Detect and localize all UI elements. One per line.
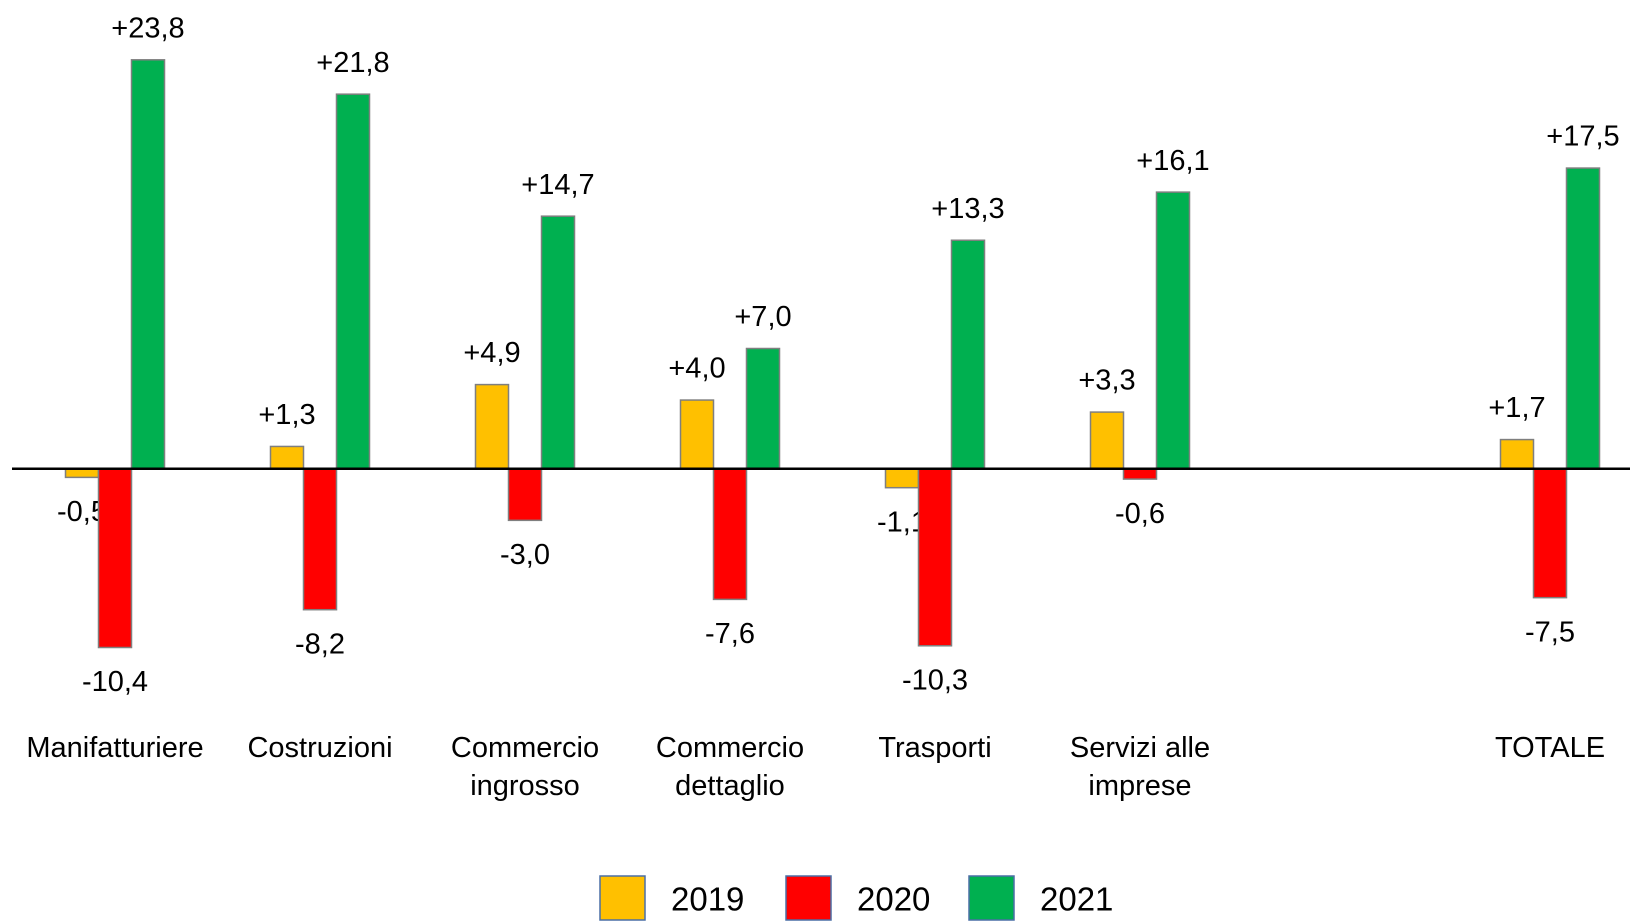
x-tick-label: Costruzioni [247,732,393,764]
bar [335,93,371,470]
bar [130,59,166,470]
data-label: +4,9 [463,337,520,369]
data-label: +13,3 [931,193,1004,225]
bar [1565,167,1601,470]
x-tick-label: Manifatturiere [26,732,204,764]
bar [97,468,133,649]
data-label: -0,6 [1115,498,1165,530]
bar [950,239,986,470]
data-label: -10,4 [82,666,148,698]
x-tick-label: Trasporti [878,732,992,764]
bar [269,445,305,470]
data-label: +14,7 [521,169,594,201]
data-label: -3,0 [500,539,550,571]
data-label: +1,7 [1488,392,1545,424]
legend-swatch [599,875,646,921]
data-label: -8,2 [295,628,345,660]
data-label: +4,0 [668,353,725,385]
bar [679,399,715,470]
data-label: +3,3 [1078,365,1135,397]
x-tick-label: Commercio dettaglio [655,732,805,802]
bar [884,468,920,489]
x-tick-label: TOTALE [1494,732,1606,764]
bar [917,468,953,647]
x-tick-label: Commercio ingrosso [450,732,600,802]
data-label: +23,8 [111,12,184,44]
data-label: +21,8 [316,47,389,79]
bar [474,383,510,470]
bar [540,215,576,470]
legend-label: 2020 [857,881,930,918]
data-label: +1,3 [258,399,315,431]
bar [64,468,100,479]
data-label: +7,0 [734,301,791,333]
bar [1499,438,1535,470]
bar [302,468,338,611]
data-label: +17,5 [1546,121,1619,153]
bar [712,468,748,601]
legend-label: 2021 [1040,881,1113,918]
data-label: -7,6 [705,618,755,650]
bar [1122,468,1158,480]
data-label: -10,3 [902,664,968,696]
legend-swatch [968,875,1015,921]
legend-swatch [785,875,832,921]
bar [1089,411,1125,470]
bar [1155,191,1191,470]
legend-label: 2019 [671,881,744,918]
data-label: +16,1 [1136,145,1209,177]
bar [507,468,543,522]
bar [1532,468,1568,599]
x-tick-label: Servizi alle imprese [1069,732,1211,802]
data-label: -7,5 [1525,616,1575,648]
bar [745,347,781,470]
